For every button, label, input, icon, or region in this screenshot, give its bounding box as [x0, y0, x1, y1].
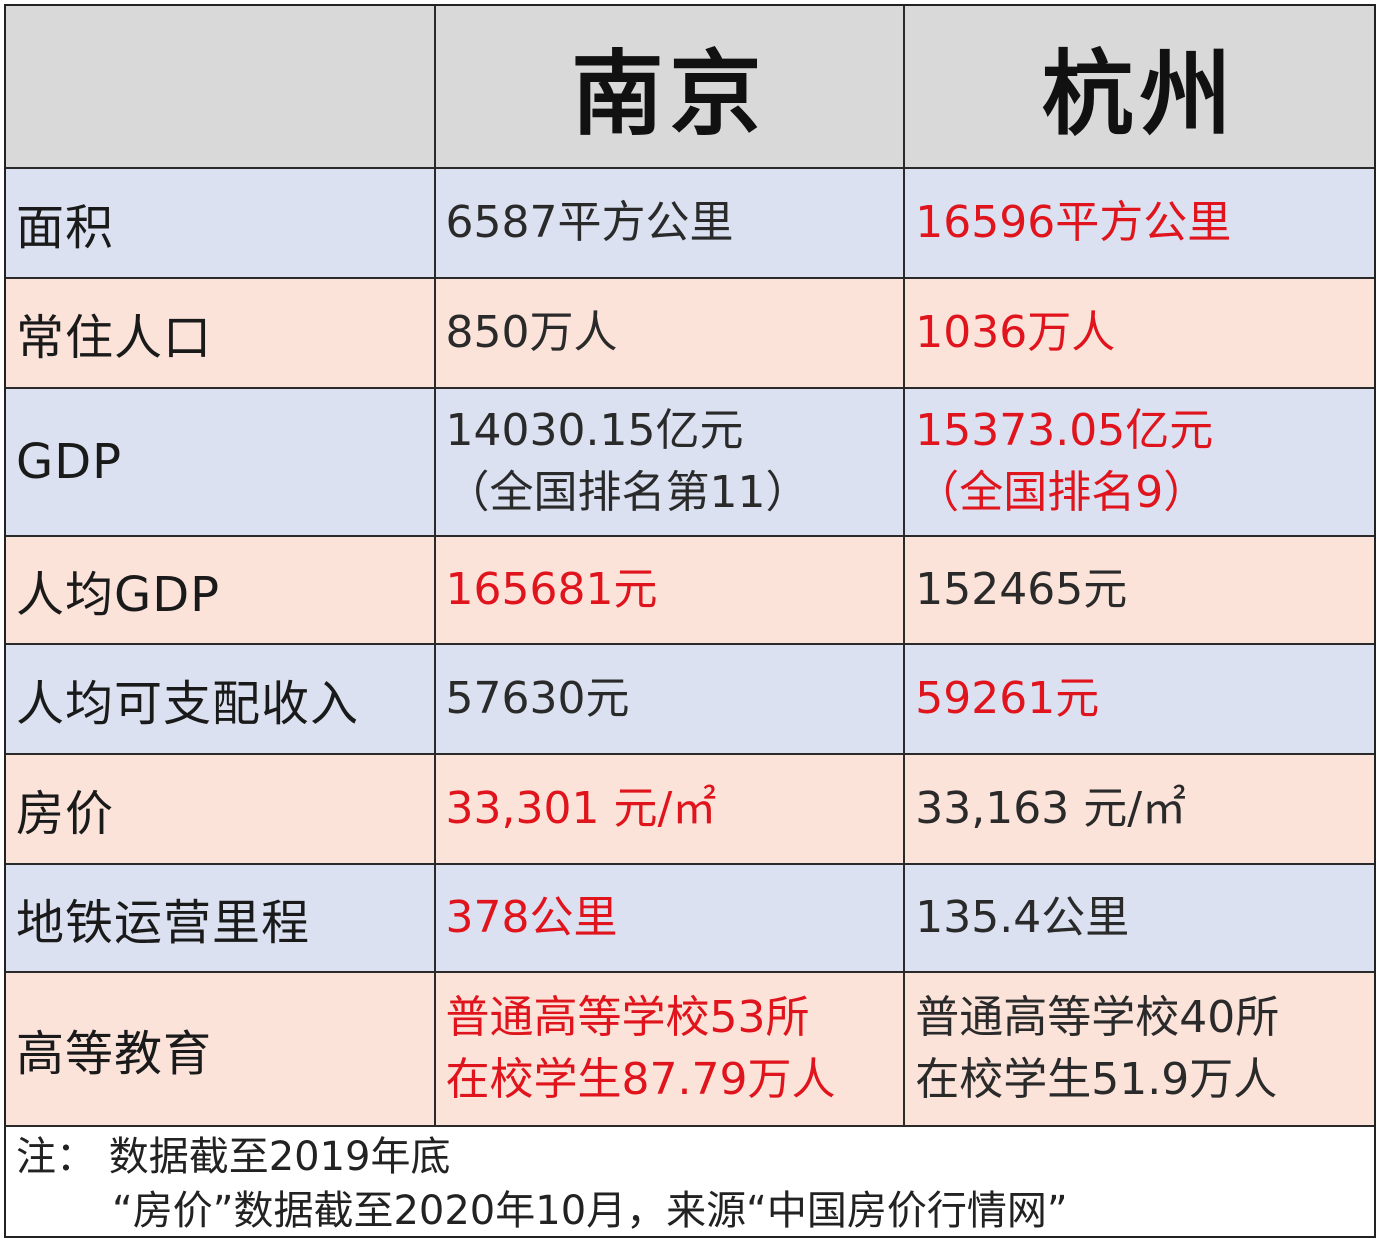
row-label: 地铁运营里程 — [6, 863, 436, 973]
header-hangzhou: 杭州 — [903, 6, 1374, 169]
comparison-table: 南京 杭州 面积 6587平方公里 16596平方公里 常住人口 850万人 1… — [6, 6, 1374, 1127]
nanjing-value: 普通高等学校53所 在校学生87.79万人 — [433, 971, 906, 1127]
row-label: 人均GDP — [6, 535, 436, 645]
nanjing-value: 165681元 — [433, 535, 906, 645]
value-line: 57630元 — [445, 672, 630, 724]
row-disposable-income: 人均可支配收入 57630元 59261元 — [6, 643, 1374, 755]
row-label: 房价 — [6, 753, 436, 865]
value-line: 6587平方公里 — [445, 196, 734, 248]
footnote-line-2: “房价”数据截至2020年10月，来源“中国房价行情网” — [112, 1188, 1068, 1234]
row-gdp-per-capita: 人均GDP 165681元 152465元 — [6, 535, 1374, 645]
hangzhou-value: 33,163 元/㎡ — [903, 753, 1374, 865]
value-line: 59261元 — [915, 672, 1100, 724]
value-line: （全国排名第11） — [445, 467, 810, 518]
value-line: 33,301 元/㎡ — [445, 782, 717, 834]
value-line: 152465元 — [915, 563, 1128, 615]
row-label: GDP — [6, 387, 436, 537]
value-line: 378公里 — [445, 891, 618, 943]
hangzhou-value: 59261元 — [903, 643, 1374, 755]
value-line: 135.4公里 — [915, 891, 1130, 943]
value-line: 16596平方公里 — [915, 196, 1232, 248]
value-line: 15373.05亿元 — [915, 404, 1214, 456]
value-line: 普通高等学校40所 — [915, 991, 1280, 1043]
value-line: 普通高等学校53所 — [445, 991, 810, 1043]
value-line: 165681元 — [445, 563, 658, 615]
hangzhou-value: 15373.05亿元 （全国排名9） — [903, 387, 1374, 537]
header-row: 南京 杭州 — [6, 6, 1374, 169]
row-area: 面积 6587平方公里 16596平方公里 — [6, 167, 1374, 279]
header-nanjing: 南京 — [433, 6, 906, 169]
hangzhou-value: 普通高等学校40所 在校学生51.9万人 — [903, 971, 1374, 1127]
value-line: （全国排名9） — [915, 467, 1208, 518]
nanjing-value: 57630元 — [433, 643, 906, 755]
nanjing-value: 14030.15亿元 （全国排名第11） — [433, 387, 906, 537]
footnote-line-1: 注： 数据截至2019年底 — [16, 1134, 451, 1180]
row-metro-mileage: 地铁运营里程 378公里 135.4公里 — [6, 863, 1374, 973]
value-line: 1036万人 — [915, 306, 1116, 358]
hangzhou-value: 135.4公里 — [903, 863, 1374, 973]
comparison-sheet: 南京 杭州 面积 6587平方公里 16596平方公里 常住人口 850万人 1… — [4, 4, 1376, 1238]
value-line: 在校学生87.79万人 — [445, 1054, 836, 1105]
footnote: 注： 数据截至2019年底 “房价”数据截至2020年10月，来源“中国房价行情… — [6, 1126, 1374, 1236]
nanjing-value: 6587平方公里 — [433, 167, 906, 279]
value-line: 850万人 — [445, 306, 618, 358]
row-label: 面积 — [6, 167, 436, 279]
nanjing-value: 850万人 — [433, 277, 906, 389]
row-house-price: 房价 33,301 元/㎡ 33,163 元/㎡ — [6, 753, 1374, 865]
row-label: 常住人口 — [6, 277, 436, 389]
value-line: 33,163 元/㎡ — [915, 782, 1187, 834]
nanjing-value: 33,301 元/㎡ — [433, 753, 906, 865]
hangzhou-value: 152465元 — [903, 535, 1374, 645]
hangzhou-value: 1036万人 — [903, 277, 1374, 389]
nanjing-value: 378公里 — [433, 863, 906, 973]
row-gdp: GDP 14030.15亿元 （全国排名第11） 15373.05亿元 （全国排… — [6, 387, 1374, 537]
value-line: 在校学生51.9万人 — [915, 1054, 1278, 1105]
row-higher-education: 高等教育 普通高等学校53所 在校学生87.79万人 普通高等学校40所 在校学… — [6, 971, 1374, 1127]
row-population: 常住人口 850万人 1036万人 — [6, 277, 1374, 389]
row-label: 高等教育 — [6, 971, 436, 1127]
row-label: 人均可支配收入 — [6, 643, 436, 755]
hangzhou-value: 16596平方公里 — [903, 167, 1374, 279]
header-blank-cell — [6, 6, 436, 169]
value-line: 14030.15亿元 — [445, 404, 744, 456]
